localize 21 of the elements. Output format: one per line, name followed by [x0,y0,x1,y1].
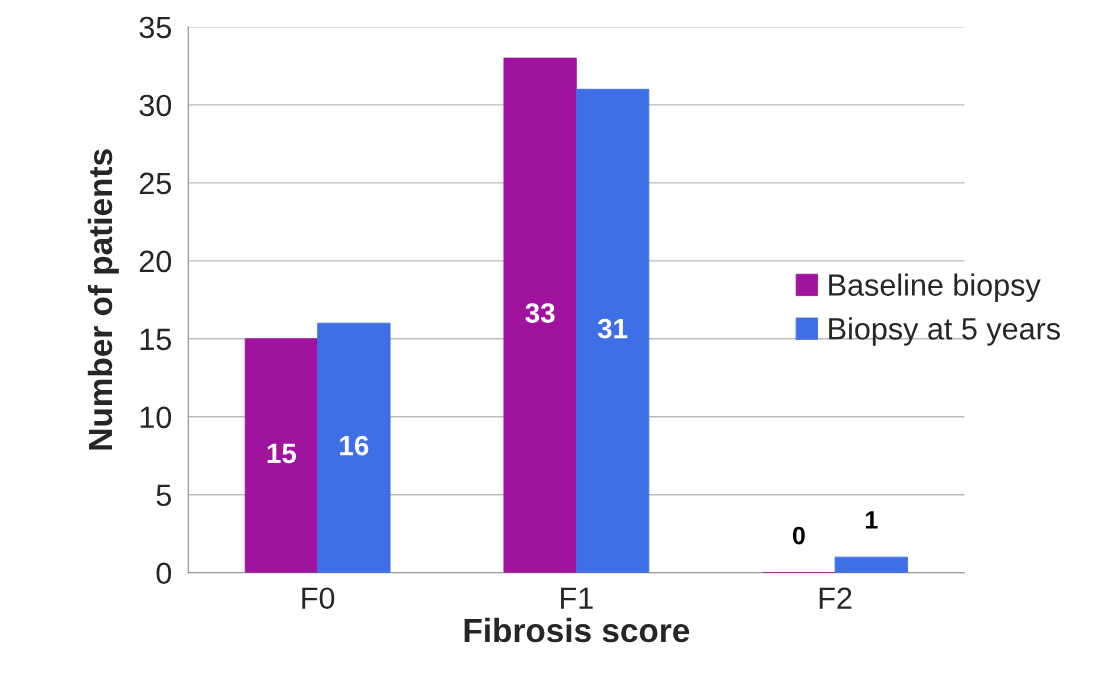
y-axis-title: Number of patients [87,149,119,450]
y-tick-label: 35 [139,16,172,39]
legend-label: Baseline biopsy [829,273,1041,302]
y-tick-label: 10 [140,406,172,429]
y-tick-label: 5 [156,484,172,507]
y-tick-label: 0 [156,562,172,585]
y-tick-label: 15 [140,328,172,351]
y-tick-label: 20 [139,250,172,273]
legend-label: Biopsy at 5 years [829,317,1060,346]
x-tick-label: F2 [819,587,852,609]
data-label: 15 [267,443,297,464]
data-label: 16 [340,435,369,456]
x-tick-label: F0 [302,587,335,610]
y-tick-label: 25 [139,172,172,195]
x-axis-title: Fibrosis score [464,617,690,643]
x-tick-label: F1 [561,587,593,609]
data-label: 31 [597,318,628,339]
data-label: 0 [792,526,805,545]
y-tick-label: 30 [139,94,172,117]
data-label: 33 [525,303,555,323]
data-label: 1 [865,511,878,529]
